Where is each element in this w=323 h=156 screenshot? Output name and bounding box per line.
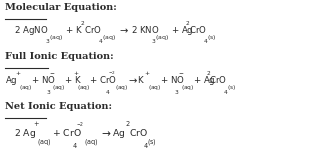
Text: $+\ \mathregular{Ag}$: $+\ \mathregular{Ag}$ <box>193 74 215 87</box>
Text: $+$: $+$ <box>73 69 79 77</box>
Text: $2\ \mathregular{KNO}$: $2\ \mathregular{KNO}$ <box>131 24 160 35</box>
Text: $+\ \mathregular{K}$: $+\ \mathregular{K}$ <box>66 24 83 35</box>
Text: $\mathregular{3}$: $\mathregular{3}$ <box>151 37 157 46</box>
Text: $\mathregular{(aq)}$: $\mathregular{(aq)}$ <box>181 83 194 92</box>
Text: $+\ \mathregular{K}$: $+\ \mathregular{K}$ <box>64 74 82 85</box>
Text: $+$: $+$ <box>144 69 150 77</box>
Text: $+\ \mathregular{Ag}$: $+\ \mathregular{Ag}$ <box>171 24 194 37</box>
Text: Molecular Equation:: Molecular Equation: <box>5 3 116 12</box>
Text: $\mathregular{2}$: $\mathregular{2}$ <box>125 119 130 128</box>
Text: $\mathregular{CrO}$: $\mathregular{CrO}$ <box>189 24 206 35</box>
Text: $\mathregular{(aq)}$: $\mathregular{(aq)}$ <box>37 137 52 147</box>
Text: $\rightarrow$: $\rightarrow$ <box>99 128 111 138</box>
Text: Net Ionic Equation:: Net Ionic Equation: <box>5 102 111 111</box>
Text: $\mathregular{Ag}$: $\mathregular{Ag}$ <box>112 127 126 140</box>
Text: $\mathregular{4}$: $\mathregular{4}$ <box>143 141 149 150</box>
Text: $\mathregular{2}$: $\mathregular{2}$ <box>206 69 211 77</box>
Text: $-$: $-$ <box>49 71 55 76</box>
Text: $\rightarrow$: $\rightarrow$ <box>127 75 139 85</box>
Text: $^{-2}$: $^{-2}$ <box>108 71 115 76</box>
Text: $\mathregular{(aq)}$: $\mathregular{(aq)}$ <box>155 33 170 42</box>
Text: $\mathregular{K}$: $\mathregular{K}$ <box>137 74 145 85</box>
Text: $\mathregular{2}$: $\mathregular{2}$ <box>80 19 86 27</box>
Text: $\mathregular{(aq)}$: $\mathregular{(aq)}$ <box>84 137 99 147</box>
Text: $\mathregular{(aq)}$: $\mathregular{(aq)}$ <box>102 33 116 42</box>
Text: $2\ \mathregular{AgNO}$: $2\ \mathregular{AgNO}$ <box>14 24 48 37</box>
Text: $\mathregular{3}$: $\mathregular{3}$ <box>46 88 51 96</box>
Text: $\mathregular{(aq)}$: $\mathregular{(aq)}$ <box>49 33 63 42</box>
Text: $\mathregular{4}$: $\mathregular{4}$ <box>72 141 78 150</box>
Text: Full Ionic Equation:: Full Ionic Equation: <box>5 52 113 61</box>
Text: $\mathregular{CrO}$: $\mathregular{CrO}$ <box>84 24 102 35</box>
Text: $\mathregular{Ag}$: $\mathregular{Ag}$ <box>5 74 17 87</box>
Text: $\mathregular{2}$: $\mathregular{2}$ <box>185 19 190 27</box>
Text: $+$: $+$ <box>33 119 39 128</box>
Text: $\mathregular{(s)}$: $\mathregular{(s)}$ <box>226 83 236 92</box>
Text: $\mathregular{(s)}$: $\mathregular{(s)}$ <box>147 137 157 147</box>
Text: $+$: $+$ <box>15 69 22 77</box>
Text: $+\ \mathregular{CrO}$: $+\ \mathregular{CrO}$ <box>52 127 82 138</box>
Text: $\mathregular{(aq)}$: $\mathregular{(aq)}$ <box>52 83 66 92</box>
Text: $\mathregular{(aq)}$: $\mathregular{(aq)}$ <box>148 83 161 92</box>
Text: $\mathregular{(aq)}$: $\mathregular{(aq)}$ <box>19 83 32 92</box>
Text: $\mathregular{(aq)}$: $\mathregular{(aq)}$ <box>115 83 128 92</box>
Text: $\mathregular{(aq)}$: $\mathregular{(aq)}$ <box>77 83 90 92</box>
Text: $\rightarrow$: $\rightarrow$ <box>118 25 130 35</box>
Text: $\mathregular{CrO}$: $\mathregular{CrO}$ <box>209 74 227 85</box>
Text: $-$: $-$ <box>178 71 184 76</box>
Text: $\mathregular{3}$: $\mathregular{3}$ <box>45 37 50 46</box>
Text: $\mathregular{3}$: $\mathregular{3}$ <box>174 88 180 96</box>
Text: $+\ \mathregular{NO}$: $+\ \mathregular{NO}$ <box>31 74 56 85</box>
Text: $^{-2}$: $^{-2}$ <box>76 122 85 127</box>
Text: $+\ \mathregular{NO}$: $+\ \mathregular{NO}$ <box>160 74 184 85</box>
Text: $\mathregular{(s)}$: $\mathregular{(s)}$ <box>207 33 216 42</box>
Text: $\mathregular{4}$: $\mathregular{4}$ <box>98 37 103 46</box>
Text: $\mathregular{4}$: $\mathregular{4}$ <box>203 37 208 46</box>
Text: $\mathregular{4}$: $\mathregular{4}$ <box>105 88 110 96</box>
Text: $+\ \mathregular{CrO}$: $+\ \mathregular{CrO}$ <box>89 74 117 85</box>
Text: $\mathregular{CrO}$: $\mathregular{CrO}$ <box>129 127 148 138</box>
Text: $\mathregular{4}$: $\mathregular{4}$ <box>223 88 228 96</box>
Text: $2\ \mathregular{Ag}$: $2\ \mathregular{Ag}$ <box>14 127 36 140</box>
